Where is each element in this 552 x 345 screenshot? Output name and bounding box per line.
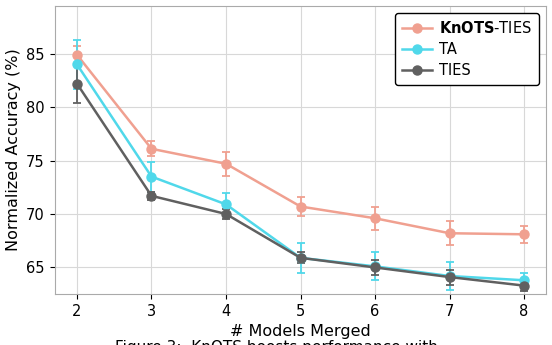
Y-axis label: Normalized Accuracy (%): Normalized Accuracy (%) [6,49,20,251]
Text: Figure 3:  KnOTS boosts performance with: Figure 3: KnOTS boosts performance with [115,340,437,345]
Legend: $\mathbf{KnOTS}$-TIES, TA, TIES: $\mathbf{KnOTS}$-TIES, TA, TIES [395,13,539,85]
X-axis label: # Models Merged: # Models Merged [230,324,371,339]
